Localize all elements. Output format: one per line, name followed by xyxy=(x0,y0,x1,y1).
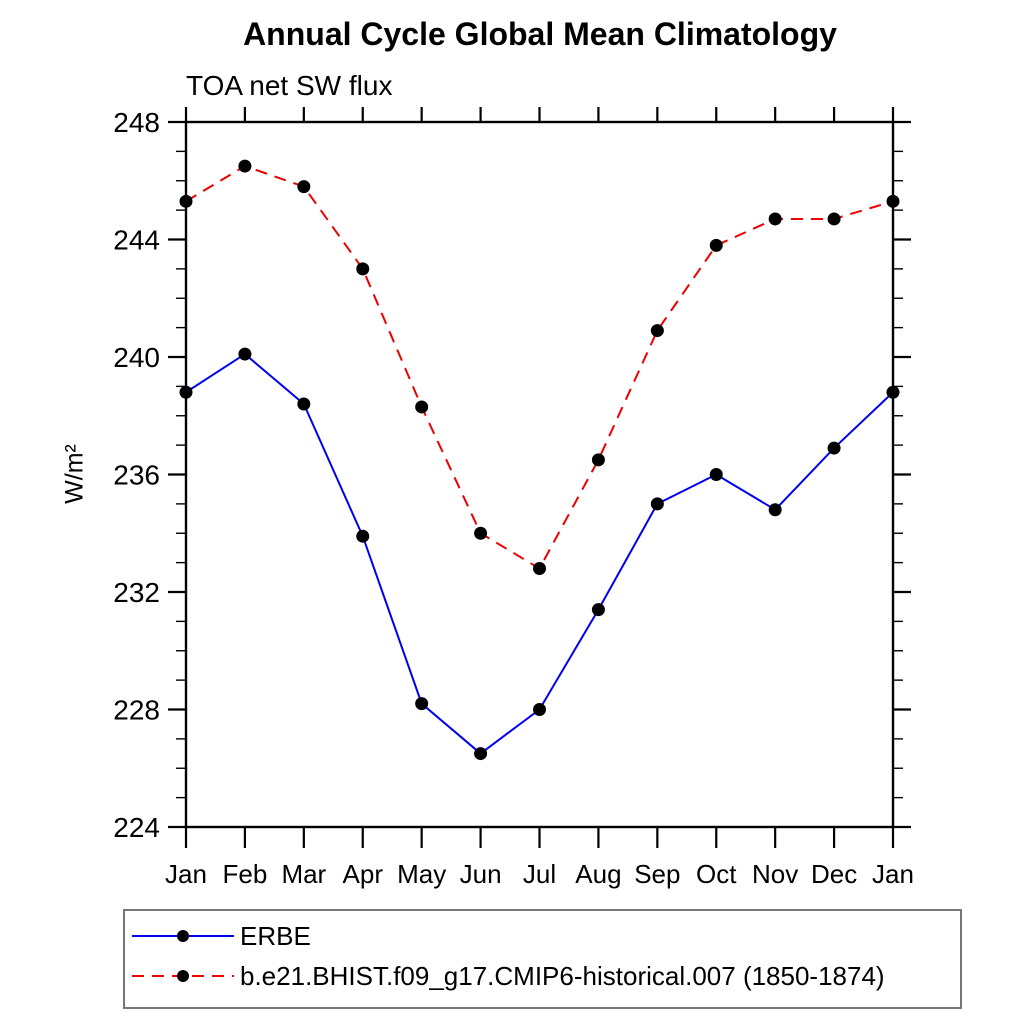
data-point-marker xyxy=(591,453,605,467)
data-point-marker xyxy=(238,347,252,361)
x-tick-label: Jan xyxy=(872,859,914,889)
x-tick-label: Oct xyxy=(696,859,737,889)
data-point-marker xyxy=(415,697,429,711)
legend-line-sample-dashed xyxy=(132,970,234,982)
x-tick-label: Jun xyxy=(460,859,502,889)
data-point-marker xyxy=(768,212,782,226)
plot-frame xyxy=(184,120,895,829)
series-line-model xyxy=(185,164,894,570)
data-point-marker xyxy=(297,180,311,194)
data-point-marker xyxy=(533,562,546,575)
data-point-marker xyxy=(356,262,370,276)
x-tick-label: Jul xyxy=(523,859,556,889)
data-point-marker xyxy=(709,468,723,481)
legend: ERBE b.e21.BHIST.f09_g17.CMIP6-historica… xyxy=(123,909,962,1009)
y-tick-label: 244 xyxy=(113,225,160,256)
legend-item-erbe: ERBE xyxy=(130,916,311,956)
y-tick-label: 228 xyxy=(113,695,160,726)
data-point-marker xyxy=(768,503,782,517)
data-point-marker xyxy=(356,529,370,543)
y-tick-label: 232 xyxy=(113,577,160,608)
x-tick-label: Sep xyxy=(634,859,680,889)
data-point-marker xyxy=(827,441,841,455)
x-tick-label: Mar xyxy=(281,859,326,889)
data-point-marker xyxy=(827,212,841,226)
legend-label-erbe: ERBE xyxy=(240,920,311,951)
x-tick-label: Aug xyxy=(575,859,621,889)
x-tick-label: Jan xyxy=(165,859,207,889)
data-point-marker xyxy=(886,385,900,399)
y-tick-label: 248 xyxy=(113,107,160,138)
x-tick-label: Apr xyxy=(343,859,384,889)
x-tick-label: Nov xyxy=(752,859,798,889)
data-point-marker xyxy=(591,603,605,617)
x-tick-label: Dec xyxy=(811,859,857,889)
y-tick-label: 236 xyxy=(113,460,160,491)
y-tick-label: 240 xyxy=(113,342,160,373)
data-point-marker xyxy=(533,703,546,716)
x-tick-label: May xyxy=(397,859,446,889)
series-line-erbe xyxy=(185,352,894,755)
data-point-marker xyxy=(650,497,664,511)
data-point-marker xyxy=(709,238,723,252)
data-point-marker xyxy=(415,400,429,414)
chart-title: Annual Cycle Global Mean Climatology xyxy=(243,16,837,52)
data-point-marker xyxy=(886,194,900,208)
legend-line-sample-solid xyxy=(132,930,234,942)
data-point-marker xyxy=(474,747,488,761)
y-tick-label: 224 xyxy=(113,812,160,843)
legend-item-model: b.e21.BHIST.f09_g17.CMIP6-historical.007… xyxy=(130,956,885,996)
chart-subtitle: TOA net SW flux xyxy=(186,70,393,101)
data-point-marker xyxy=(179,194,193,208)
data-point-marker xyxy=(297,397,311,411)
data-point-marker xyxy=(474,526,488,540)
x-tick-label: Feb xyxy=(223,859,268,889)
legend-label-model: b.e21.BHIST.f09_g17.CMIP6-historical.007… xyxy=(240,960,885,991)
data-point-marker xyxy=(179,385,193,399)
data-point-marker xyxy=(650,324,664,338)
data-point-marker xyxy=(238,159,252,173)
